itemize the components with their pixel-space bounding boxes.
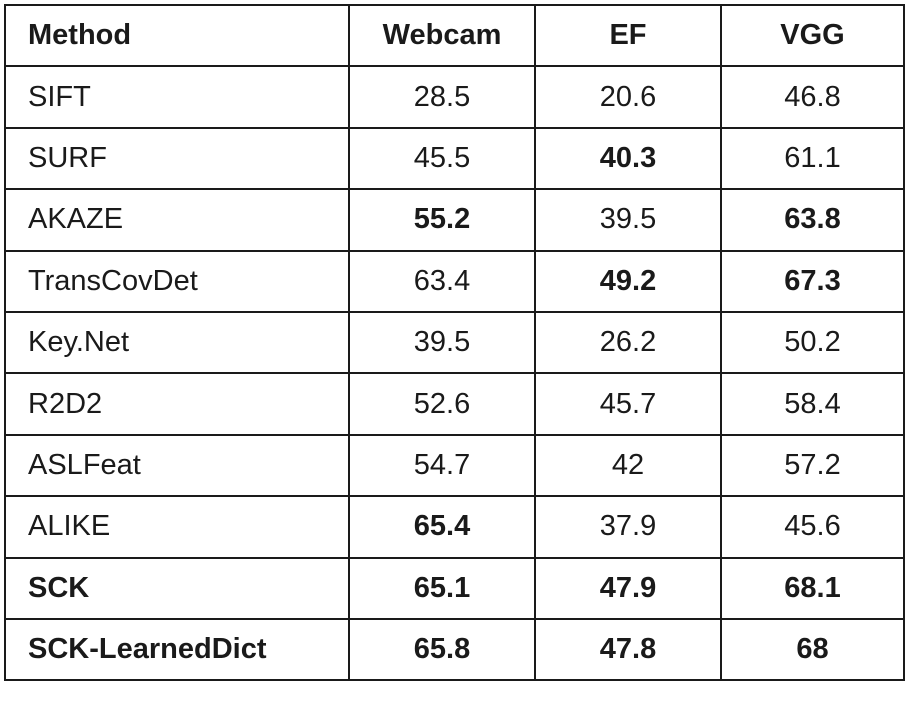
- table-row: SCK-LearnedDict 65.8 47.8 68: [4, 617, 905, 682]
- cell-method: R2D2: [4, 372, 350, 436]
- cell-webcam: 65.4: [348, 495, 536, 559]
- cell-method: SIFT: [4, 65, 350, 129]
- table-row: TransCovDet 63.4 49.2 67.3: [4, 249, 905, 313]
- table-row: SIFT 28.5 20.6 46.8: [4, 65, 905, 129]
- cell-webcam: 45.5: [348, 126, 536, 191]
- table-row: ALIKE 65.4 37.9 45.6: [4, 495, 905, 559]
- cell-vgg: 50.2: [720, 310, 905, 375]
- cell-vgg: 58.4: [720, 372, 905, 436]
- header-method: Method: [4, 3, 350, 68]
- cell-vgg: 68: [720, 617, 905, 682]
- cell-method: SURF: [4, 126, 350, 191]
- header-vgg: VGG: [720, 3, 905, 68]
- table-row: ASLFeat 54.7 42 57.2: [4, 433, 905, 498]
- cell-webcam: 28.5: [348, 65, 536, 129]
- cell-vgg: 45.6: [720, 495, 905, 559]
- table-body: SIFT 28.5 20.6 46.8 SURF 45.5 40.3 61.1 AKAZE 55.…: [4, 65, 905, 682]
- cell-method: SCK: [4, 556, 350, 620]
- cell-vgg: 68.1: [720, 556, 905, 620]
- table-row: SURF 45.5 40.3 61.1: [4, 126, 905, 191]
- cell-vgg: 46.8: [720, 65, 905, 129]
- cell-webcam: 52.6: [348, 372, 536, 436]
- cell-ef: 37.9: [534, 495, 722, 559]
- cell-ef: 40.3: [534, 126, 722, 191]
- cell-vgg: 57.2: [720, 433, 905, 498]
- table-row: SCK 65.1 47.9 68.1: [4, 556, 905, 620]
- header-webcam: Webcam: [348, 3, 536, 68]
- cell-ef: 45.7: [534, 372, 722, 436]
- cell-vgg: 67.3: [720, 249, 905, 313]
- cell-webcam: 63.4: [348, 249, 536, 313]
- cell-method: AKAZE: [4, 188, 350, 252]
- cell-method: SCK-LearnedDict: [4, 617, 350, 682]
- cell-ef: 47.9: [534, 556, 722, 620]
- table-row: R2D2 52.6 45.7 58.4: [4, 372, 905, 436]
- cell-ef: 47.8: [534, 617, 722, 682]
- table-row: Key.Net 39.5 26.2 50.2: [4, 310, 905, 375]
- cell-method: Key.Net: [4, 310, 350, 375]
- cell-method: TransCovDet: [4, 249, 350, 313]
- cell-method: ASLFeat: [4, 433, 350, 498]
- results-table: Method Webcam EF VGG SIFT 28.5 20.6 46.8 SUR…: [4, 3, 905, 682]
- cell-ef: 42: [534, 433, 722, 498]
- header-ef: EF: [534, 3, 722, 68]
- cell-ef: 49.2: [534, 249, 722, 313]
- cell-vgg: 63.8: [720, 188, 905, 252]
- cell-ef: 20.6: [534, 65, 722, 129]
- cell-ef: 39.5: [534, 188, 722, 252]
- header-row: Method Webcam EF VGG: [4, 3, 905, 68]
- cell-webcam: 65.8: [348, 617, 536, 682]
- cell-webcam: 65.1: [348, 556, 536, 620]
- cell-webcam: 39.5: [348, 310, 536, 375]
- cell-method: ALIKE: [4, 495, 350, 559]
- table-header: Method Webcam EF VGG: [4, 3, 905, 68]
- results-table-container: Method Webcam EF VGG SIFT 28.5 20.6 46.8 SUR…: [4, 3, 905, 682]
- cell-webcam: 54.7: [348, 433, 536, 498]
- cell-ef: 26.2: [534, 310, 722, 375]
- cell-vgg: 61.1: [720, 126, 905, 191]
- cell-webcam: 55.2: [348, 188, 536, 252]
- table-row: AKAZE 55.2 39.5 63.8: [4, 188, 905, 252]
